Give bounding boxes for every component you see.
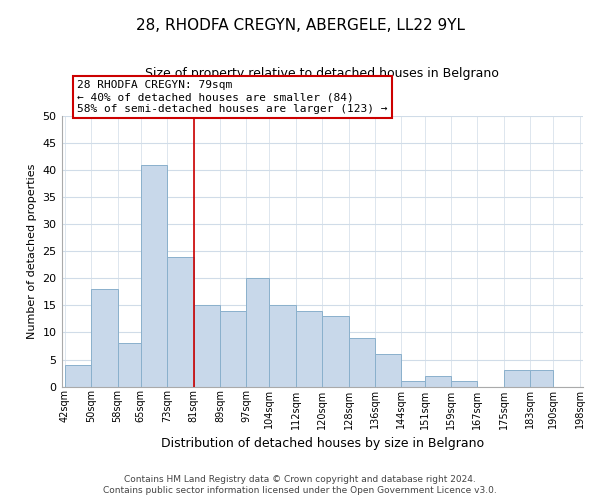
Bar bbox=[65, 365, 91, 386]
Bar bbox=[91, 290, 118, 386]
Text: 28, RHODFA CREGYN, ABERGELE, LL22 9YL: 28, RHODFA CREGYN, ABERGELE, LL22 9YL bbox=[136, 18, 464, 32]
Text: Contains public sector information licensed under the Open Government Licence v3: Contains public sector information licen… bbox=[103, 486, 497, 495]
Bar bbox=[451, 381, 478, 386]
Bar bbox=[220, 311, 247, 386]
Bar bbox=[349, 338, 375, 386]
Bar bbox=[530, 370, 553, 386]
Bar bbox=[375, 354, 401, 386]
Bar bbox=[504, 370, 530, 386]
Title: Size of property relative to detached houses in Belgrano: Size of property relative to detached ho… bbox=[145, 68, 499, 80]
Text: Contains HM Land Registry data © Crown copyright and database right 2024.: Contains HM Land Registry data © Crown c… bbox=[124, 475, 476, 484]
X-axis label: Distribution of detached houses by size in Belgrano: Distribution of detached houses by size … bbox=[161, 437, 484, 450]
Y-axis label: Number of detached properties: Number of detached properties bbox=[27, 164, 37, 339]
Bar bbox=[269, 306, 296, 386]
Bar bbox=[425, 376, 451, 386]
Bar bbox=[141, 165, 167, 386]
Bar bbox=[167, 257, 194, 386]
Bar bbox=[322, 316, 349, 386]
Bar bbox=[296, 311, 322, 386]
Bar bbox=[247, 278, 269, 386]
Text: 28 RHODFA CREGYN: 79sqm
← 40% of detached houses are smaller (84)
58% of semi-de: 28 RHODFA CREGYN: 79sqm ← 40% of detache… bbox=[77, 80, 388, 114]
Bar bbox=[194, 306, 220, 386]
Bar bbox=[118, 344, 141, 386]
Bar bbox=[401, 381, 425, 386]
